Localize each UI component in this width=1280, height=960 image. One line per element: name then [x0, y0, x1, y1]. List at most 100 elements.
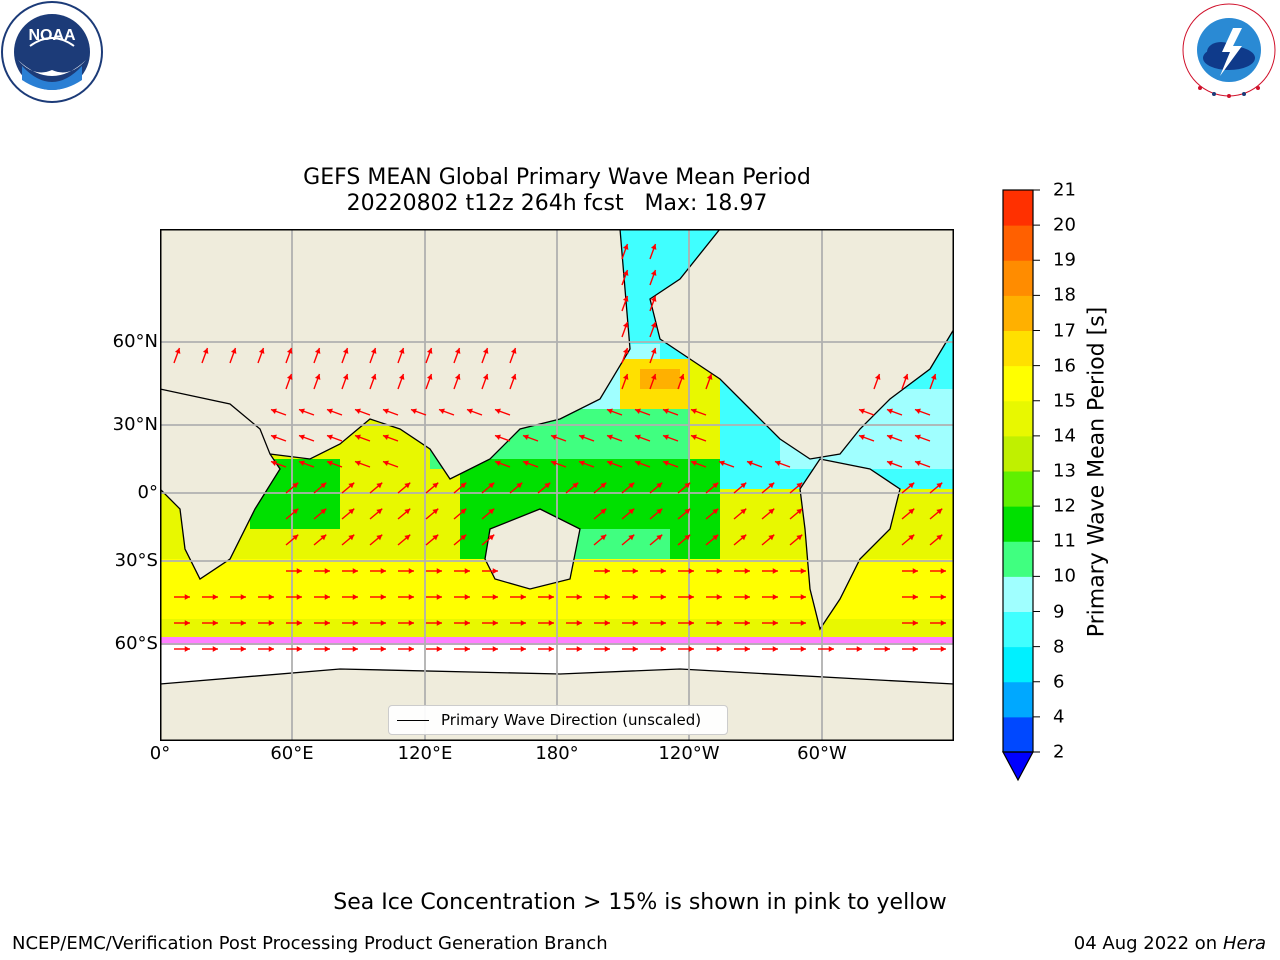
wave-arrow-head [174, 347, 181, 354]
wave-arrow-head [936, 534, 943, 541]
wave-period-map [160, 229, 954, 741]
wave-arrow-head [348, 534, 355, 541]
wave-arrow-head [632, 620, 638, 626]
wave-arrow-head [660, 568, 666, 574]
wave-arrow-head [404, 534, 411, 541]
wave-arrow-head [438, 408, 445, 415]
colorbar-tick-label: 6 [1053, 671, 1065, 693]
wave-arrow-head [622, 347, 629, 354]
colorbar-tick-label: 13 [1053, 460, 1076, 482]
wave-arrow-head [454, 373, 461, 380]
lat-label-30s: 30°S [114, 550, 158, 571]
wave-arrow-head [298, 460, 305, 467]
wave-arrow-head [578, 434, 585, 441]
wave-arrow-head [326, 434, 333, 441]
colorbar-tick-label: 18 [1053, 284, 1076, 306]
colorbar-band [1003, 611, 1033, 648]
wave-arrow-head [270, 460, 277, 467]
wave-arrow-head [690, 434, 697, 441]
colorbar-band [1003, 716, 1033, 753]
wave-arrow-head [520, 646, 526, 652]
wave-arrow-head [902, 373, 909, 380]
wave-arrow-head [768, 508, 775, 515]
wave-arrow-head [326, 460, 333, 467]
wave-arrow-head [354, 434, 361, 441]
wave-arrow-head [520, 620, 526, 626]
wave-arrow-head [482, 373, 489, 380]
lon-label-180: 180° [535, 743, 579, 764]
wave-arrow-head [662, 434, 669, 441]
wave-arrow-head [270, 408, 277, 415]
wave-arrow-head [632, 594, 638, 600]
wave-arrow-head [740, 508, 747, 515]
wave-arrow-head [744, 620, 750, 626]
wave-arrow-head [678, 373, 685, 380]
wave-arrow-head [800, 620, 806, 626]
wave-arrow-head [912, 620, 918, 626]
wave-arrow-head [716, 594, 722, 600]
wave-arrow-head [286, 347, 293, 354]
sea-ice-note: Sea Ice Concentration > 15% is shown in … [333, 890, 947, 915]
wave-arrow-head [376, 482, 383, 489]
wave-arrow-head [466, 408, 473, 415]
wave-arrow-head [460, 482, 467, 489]
wave-arrow-head [744, 568, 750, 574]
wave-arrow-head [912, 594, 918, 600]
wave-direction-arrows [173, 243, 946, 652]
wave-arrow-head [914, 434, 921, 441]
wave-arrow-head [464, 568, 470, 574]
wave-arrow-head [622, 243, 629, 250]
colorbar-band [1003, 576, 1033, 612]
wave-arrow-head [606, 460, 613, 467]
wave-arrow-head [324, 620, 330, 626]
lon-label-120e: 120°E [397, 743, 453, 764]
wave-arrow-head [884, 646, 890, 652]
lon-label-60w: 60°W [797, 743, 847, 764]
colorbar-tick-label: 14 [1053, 425, 1076, 447]
wave-arrow-head [348, 508, 355, 515]
wave-arrow-head [634, 434, 641, 441]
wave-arrow-head [828, 646, 834, 652]
wave-arrow-head [650, 347, 657, 354]
wave-arrow-head [604, 594, 610, 600]
lon-label-120w: 120°W [658, 743, 720, 764]
wave-arrow-head [544, 482, 551, 489]
wave-arrow-head [548, 620, 554, 626]
wave-arrow-head [908, 508, 915, 515]
colorbar-band [1003, 681, 1033, 718]
wave-arrow-head [650, 295, 657, 302]
wave-arrow-head [858, 408, 865, 415]
wave-arrow-head [268, 594, 274, 600]
wave-arrow-head [408, 594, 414, 600]
wave-arrow-head [740, 482, 747, 489]
colorbar-band [1003, 225, 1033, 261]
wave-arrow-head [212, 594, 218, 600]
wave-arrow-head [510, 347, 517, 354]
wave-arrow-head [212, 620, 218, 626]
wave-arrow-head [886, 460, 893, 467]
wave-arrow-head [464, 646, 470, 652]
wave-arrow-head [572, 482, 579, 489]
wave-arrow-head [662, 460, 669, 467]
wave-arrow-head [296, 646, 302, 652]
colorbar-tick-label: 2 [1053, 741, 1065, 763]
colorbar-band [1003, 471, 1033, 507]
wave-arrow-head [688, 620, 694, 626]
wave-arrow-head [240, 594, 246, 600]
wave-arrow-head [744, 646, 750, 652]
wave-arrow-head [772, 646, 778, 652]
colorbar-title: Primary Wave Mean Period [s] [1084, 306, 1110, 638]
wave-arrow-head [772, 620, 778, 626]
footer-host: Hera [1222, 933, 1266, 954]
wave-arrow-head [408, 620, 414, 626]
wave-arrow-head [488, 534, 495, 541]
wave-arrow-head [796, 482, 803, 489]
wave-arrow-head [298, 408, 305, 415]
wave-arrow-head [628, 482, 635, 489]
legend-line-swatch [397, 719, 429, 721]
colorbar-tick-label: 4 [1053, 706, 1065, 728]
wave-arrow-head [550, 434, 557, 441]
wave-arrow-head [258, 347, 265, 354]
wave-arrow-head [212, 646, 218, 652]
colorbar-band [1003, 260, 1033, 296]
